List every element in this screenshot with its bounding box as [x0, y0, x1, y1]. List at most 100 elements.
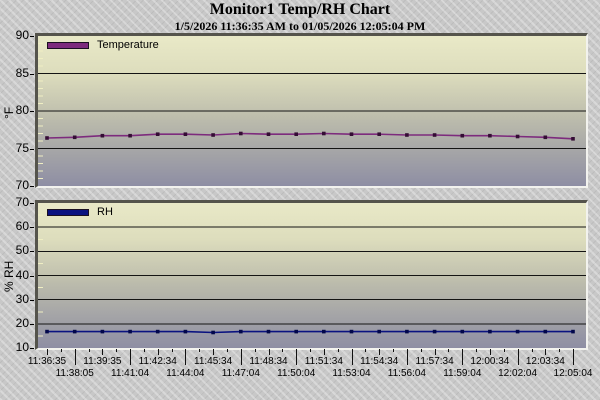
x-axis-minor-tick: [199, 349, 201, 352]
y-tick-label: 50: [15, 243, 29, 258]
x-axis-minor-tick: [503, 349, 505, 352]
rh-chart-marker: [543, 329, 548, 334]
x-axis-minor-tick: [88, 349, 90, 352]
x-axis-tick: [268, 349, 270, 355]
x-axis-tick: [489, 349, 491, 355]
temperature-legend-label: Temperature: [97, 39, 159, 51]
x-axis-minor-tick: [476, 349, 478, 352]
x-tick-label: 11:51:34: [304, 356, 343, 367]
y-tick-mark: [30, 299, 34, 301]
x-axis-minor-tick: [226, 349, 228, 352]
rh-chart-marker: [515, 329, 520, 334]
x-tick-label: 11:59:04: [443, 368, 482, 379]
temperature-chart-marker: [72, 135, 77, 140]
x-axis-tick: [240, 349, 242, 365]
x-axis-minor-tick: [420, 349, 422, 352]
rh-chart-panel: RH: [35, 200, 588, 350]
x-tick-label: 11:53:04: [332, 368, 371, 379]
y-tick-label: 40: [15, 267, 29, 282]
x-tick-label: 11:42:34: [138, 356, 177, 367]
temperature-chart-panel: Temperature: [35, 33, 588, 188]
rh-legend: RH: [47, 207, 113, 218]
temperature-plot: [38, 43, 586, 179]
x-axis-minor-tick: [448, 349, 450, 352]
rh-chart-marker: [72, 329, 77, 334]
temperature-chart-marker: [183, 132, 188, 136]
temperature-chart-marker: [155, 132, 160, 136]
temperature-chart-marker: [405, 133, 409, 137]
rh-chart-marker: [488, 329, 492, 334]
rh-legend-label: RH: [97, 206, 113, 218]
x-tick-label: 12:03:34: [525, 356, 565, 367]
temperature-chart-marker: [45, 136, 49, 140]
rh-chart-marker: [100, 329, 105, 334]
rh-chart-marker: [266, 329, 271, 334]
x-axis-tick: [74, 349, 76, 365]
temperature-chart-marker: [322, 131, 326, 136]
x-axis-tick: [351, 349, 353, 365]
x-tick-label: 11:44:04: [166, 368, 205, 379]
x-axis-minor-tick: [531, 349, 533, 352]
temperature-chart-marker: [239, 131, 243, 136]
y-tick-label: 85: [15, 65, 29, 80]
rh-chart-marker: [211, 330, 215, 335]
temperature-chart-marker: [488, 133, 492, 138]
temperature-legend-swatch: [47, 42, 89, 49]
x-axis-tick: [573, 349, 574, 365]
y-tick-label: 60: [15, 219, 29, 234]
x-axis-tick: [102, 349, 104, 355]
rh-chart-marker: [128, 329, 132, 334]
temperature-legend: Temperature: [47, 40, 159, 51]
x-axis-tick: [406, 349, 408, 365]
temperature-chart-marker: [349, 132, 354, 136]
y-tick-label: 10: [15, 340, 29, 354]
x-axis-minor-tick: [310, 349, 311, 352]
y-tick-mark: [30, 227, 34, 229]
x-axis-minor-tick: [116, 349, 118, 352]
x-axis-tick: [434, 349, 436, 355]
temperature-chart-marker: [377, 132, 381, 136]
y-tick-label: 80: [15, 103, 29, 117]
y-tick-label: 90: [15, 28, 29, 42]
rh-chart-marker: [183, 329, 188, 334]
x-axis-tick: [47, 349, 48, 355]
x-axis-minor-tick: [365, 349, 367, 352]
y-tick-mark: [30, 348, 34, 349]
rh-plot: [38, 214, 586, 337]
x-tick-label: 11:38:05: [55, 368, 94, 379]
rh-chart-marker: [349, 329, 354, 334]
date-range-subtitle: 1/5/2026 11:36:35 AM to 01/05/2026 12:05…: [174, 19, 426, 33]
rh-chart-marker: [155, 329, 160, 334]
y-tick-mark: [30, 111, 34, 112]
y-tick-mark: [30, 251, 34, 253]
x-tick-label: 11:41:04: [111, 368, 150, 379]
rh-chart-marker: [377, 329, 381, 334]
temperature-chart-marker: [460, 133, 465, 138]
x-axis-tick: [296, 349, 298, 365]
x-axis-tick: [157, 349, 159, 355]
x-axis-minor-tick: [254, 349, 256, 352]
rh-legend-swatch: [47, 209, 89, 216]
rh-chart-marker: [405, 329, 409, 334]
temperature-chart-marker: [211, 133, 215, 137]
page-title: Monitor1 Temp/RH Chart: [209, 1, 391, 18]
x-tick-label: 11:54:34: [360, 356, 399, 367]
x-tick-label: 11:36:35: [27, 356, 67, 367]
x-axis-minor-tick: [337, 349, 339, 352]
temperature-chart-line: [46, 132, 574, 140]
x-tick-label: 11:45:34: [194, 356, 233, 367]
y-tick-label: 70: [15, 178, 29, 192]
y-tick-mark: [30, 36, 34, 37]
rh-chart-line: [47, 330, 573, 334]
y-tick-label: 70: [15, 195, 29, 209]
x-axis-tick: [517, 349, 519, 365]
x-tick-label: 11:50:04: [277, 368, 316, 379]
y-tick-mark: [30, 323, 34, 325]
rh-chart-marker: [45, 329, 49, 334]
x-axis-minor-tick: [171, 349, 173, 352]
x-axis-tick: [323, 349, 325, 355]
x-tick-label: 11:47:04: [221, 368, 260, 379]
temperature-chart-marker: [128, 133, 132, 138]
y-tick-mark: [30, 73, 34, 75]
